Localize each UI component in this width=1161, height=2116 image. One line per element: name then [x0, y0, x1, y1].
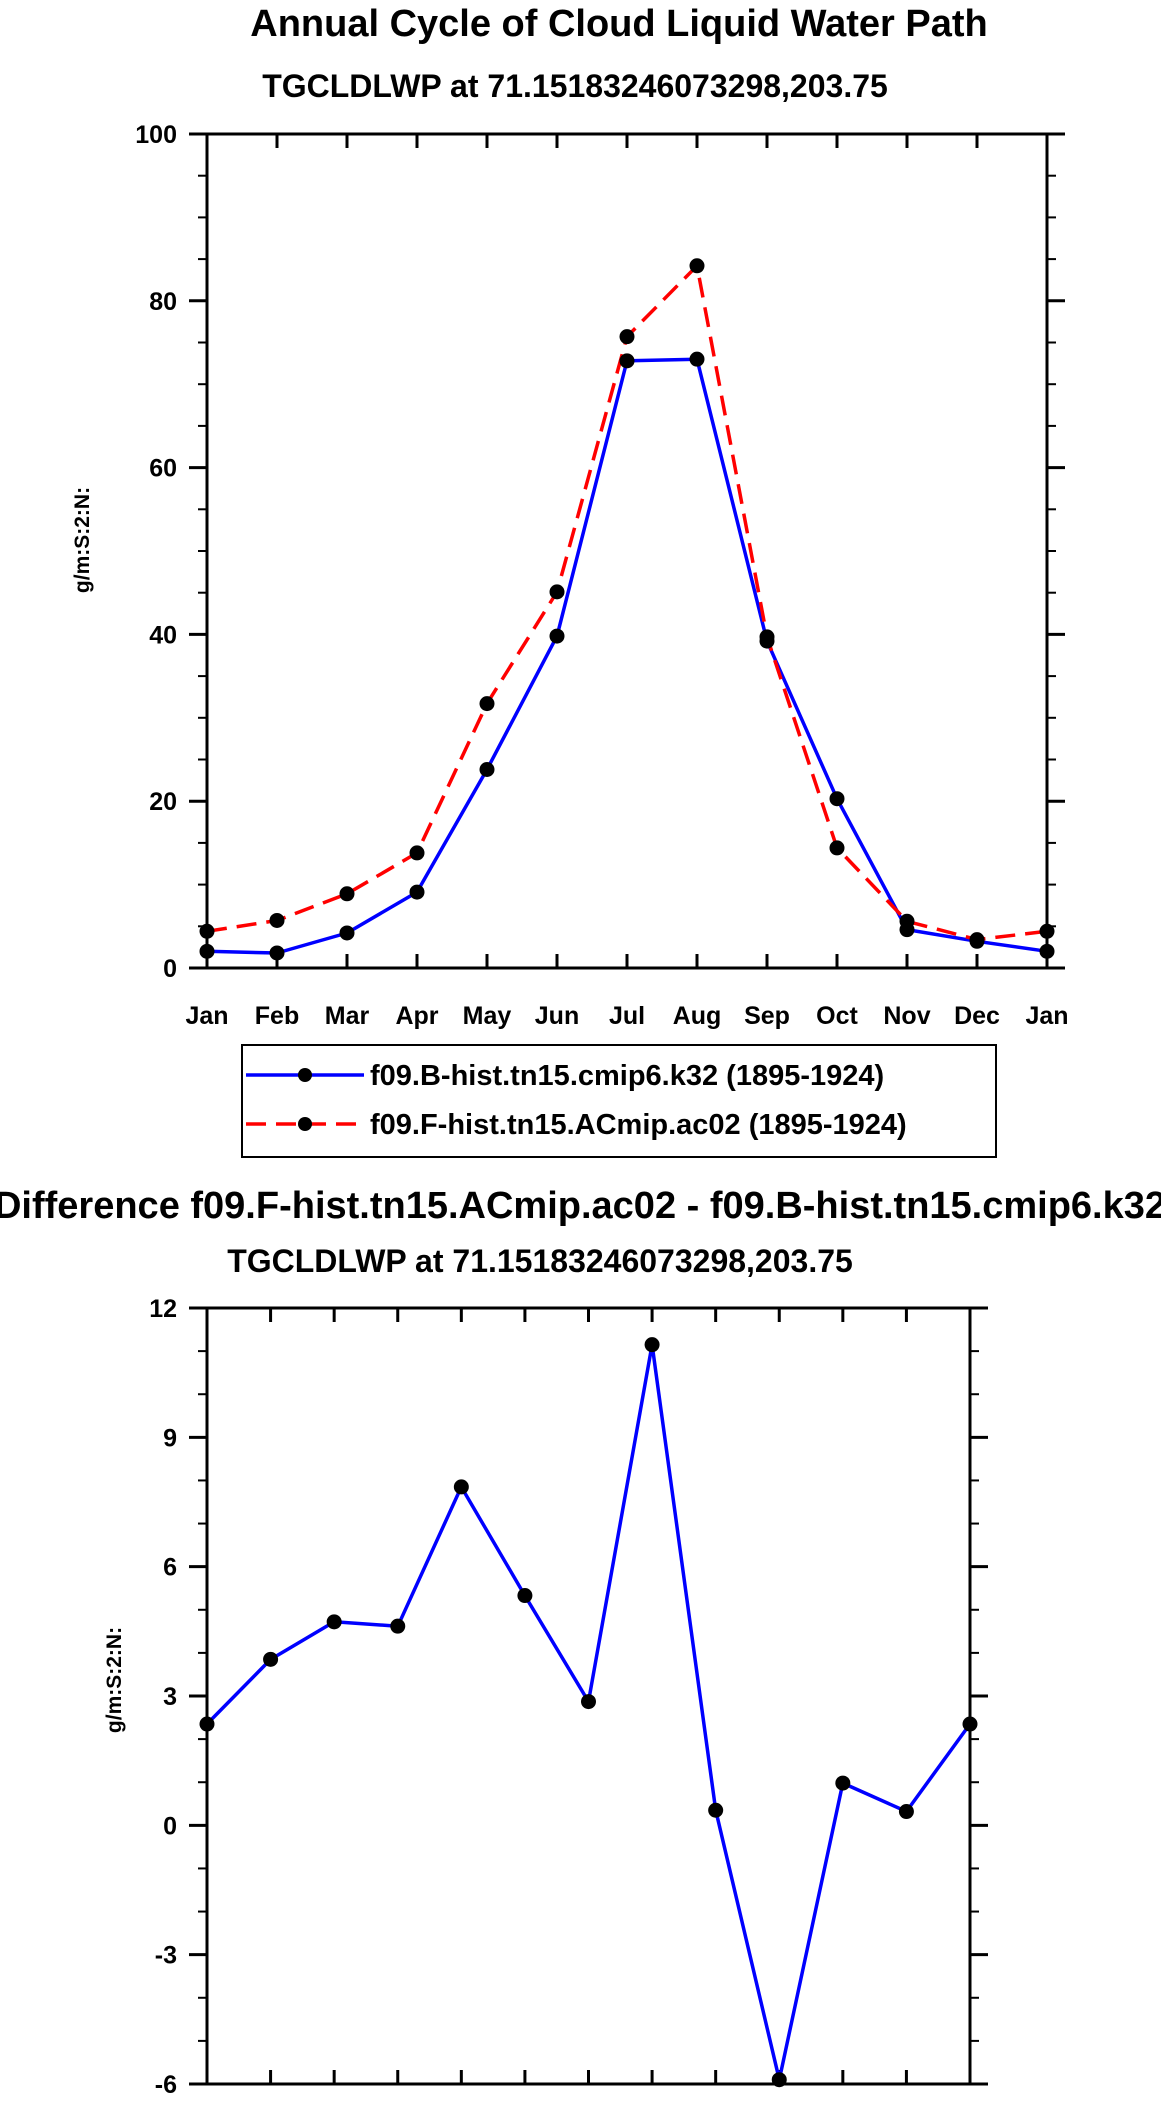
legend-label-series-1: f09.B-hist.tn15.cmip6.k32 (1895-1924) [370, 1060, 884, 1092]
series-1-point [199, 1716, 215, 1732]
chart-subtitle: TGCLDLWP at 71.15183246073298,203.75 [227, 1243, 853, 1279]
y-tick-label: -6 [155, 2071, 177, 2099]
series-1-point [581, 1694, 596, 1710]
series-1-point [453, 1479, 469, 1495]
x-tick-label: Jan [185, 1002, 228, 1030]
y-tick-label: -3 [155, 1942, 177, 1970]
y-tick-label: 0 [163, 1812, 177, 1840]
series-1-point [962, 1716, 978, 1732]
y-tick-label: 20 [149, 788, 177, 816]
series-1-point [1039, 943, 1055, 959]
series-2-point [969, 932, 985, 948]
series-1-point [263, 1651, 279, 1667]
series-2-point [759, 629, 775, 645]
y-tick-label: 80 [149, 288, 177, 316]
series-1-point [517, 1588, 533, 1604]
plot-area: Jan Feb Mar Apr May Jun Jul Aug Sep Oct Nov Dec Jan 0… [135, 121, 1068, 1030]
legend-marker-series-2 [298, 1117, 312, 1131]
x-tick-label: Jun [535, 1002, 579, 1030]
x-tick-label: Apr [395, 1002, 438, 1030]
y-tick-label: 9 [163, 1424, 177, 1452]
legend-box [241, 1044, 997, 1158]
y-tick-label: 0 [163, 955, 177, 983]
series-1-point [619, 353, 635, 369]
series-2-point [339, 886, 355, 902]
x-tick-label: Aug [673, 1002, 722, 1030]
x-tick-label: Dec [954, 1002, 1000, 1030]
difference-chart: Difference f09.F-hist.tn15.ACmip.ac02 - … [0, 1185, 1161, 2099]
x-tick-label: May [463, 1002, 512, 1030]
x-tick-label: Sep [744, 1002, 790, 1030]
series-2-point [829, 840, 845, 856]
series-1-point [479, 762, 495, 778]
series-1-line [205, 1342, 972, 2082]
x-tick-label: Feb [255, 1002, 299, 1030]
series-1-point [549, 628, 565, 644]
x-tick-label: Oct [816, 1002, 858, 1030]
series-1-point [269, 945, 285, 961]
series-2-point [899, 913, 915, 929]
series-2-point [479, 696, 495, 712]
legend: f09.B-hist.tn15.cmip6.k32 (1895-1924) f0… [241, 1044, 997, 1158]
series-2-point [619, 329, 635, 345]
series-1-line [206, 357, 1048, 955]
series-1-point [771, 2072, 787, 2088]
chart-title: Difference f09.F-hist.tn15.ACmip.ac02 - … [0, 1185, 1161, 1227]
series-1-point [644, 1337, 660, 1353]
series-1-point [199, 943, 215, 959]
series-1-point [829, 791, 845, 807]
plot-frame [205, 132, 1049, 970]
x-tick-label: Nov [883, 1002, 930, 1030]
y-axis-label: g/m:S:2:N: [71, 487, 94, 593]
x-tick-label: Jan [1025, 1002, 1068, 1030]
y-tick-label: 12 [149, 1295, 177, 1323]
chart-title: Annual Cycle of Cloud Liquid Water Path [250, 3, 988, 45]
series-1-point [339, 925, 355, 941]
series-2-point [199, 923, 215, 939]
legend-label-series-2: f09.F-hist.tn15.ACmip.ac02 (1895-1924) [370, 1109, 907, 1141]
series-1-point [708, 1802, 724, 1818]
annual-cycle-chart: Annual Cycle of Cloud Liquid Water Path … [71, 3, 1069, 1158]
y-axis-label: g/m:S:2:N: [103, 1627, 126, 1733]
series-1-point [390, 1618, 406, 1634]
series-1-point [898, 1804, 914, 1820]
series-2-point [409, 845, 425, 861]
y-tick-label: 40 [149, 621, 177, 649]
x-tick-label: Jul [609, 1002, 645, 1030]
y-tick-label: 6 [163, 1554, 177, 1582]
y-tick-label: 100 [135, 121, 177, 149]
y-tick-label: 3 [163, 1683, 177, 1711]
plot-area: JanFebMarAprMayJunJulAugSepOctNovDecJan-… [149, 1295, 988, 2099]
chart-subtitle: TGCLDLWP at 71.15183246073298,203.75 [262, 68, 888, 104]
series-1-point [409, 884, 425, 900]
x-tick-label: Mar [325, 1002, 370, 1030]
series-1-point [835, 1775, 851, 1791]
y-tick-label: 60 [149, 455, 177, 483]
series-1-point [689, 351, 705, 367]
legend-marker-series-1 [298, 1068, 312, 1082]
series-2-point [689, 258, 705, 274]
series-1-point [326, 1614, 342, 1630]
series-2-point [549, 584, 565, 600]
series-2-point [269, 912, 285, 928]
series-2-point [1039, 923, 1055, 939]
